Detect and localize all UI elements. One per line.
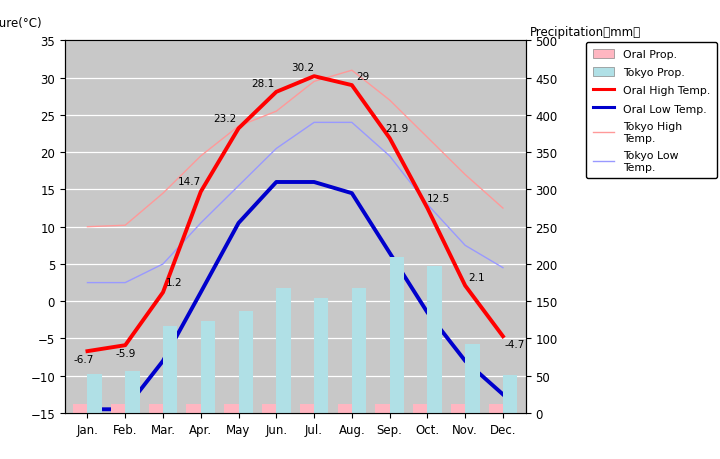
Bar bbox=[489, 404, 503, 413]
Text: 29: 29 bbox=[356, 72, 370, 82]
Bar bbox=[262, 404, 276, 413]
Text: 23.2: 23.2 bbox=[214, 114, 237, 123]
Text: 28.1: 28.1 bbox=[251, 78, 275, 89]
Bar bbox=[238, 311, 253, 413]
Legend: Oral Prop., Tokyo Prop., Oral High Temp., Oral Low Temp., Tokyo High
Temp., Toky: Oral Prop., Tokyo Prop., Oral High Temp.… bbox=[586, 43, 717, 179]
Text: -4.7: -4.7 bbox=[504, 340, 524, 350]
Y-axis label: Temperature(°C): Temperature(°C) bbox=[0, 17, 42, 30]
Bar bbox=[125, 371, 140, 413]
Bar bbox=[276, 288, 291, 413]
Text: -5.9: -5.9 bbox=[115, 348, 135, 358]
Bar bbox=[87, 375, 102, 413]
Text: 1.2: 1.2 bbox=[166, 277, 183, 287]
Text: 21.9: 21.9 bbox=[385, 123, 409, 133]
Bar bbox=[163, 326, 177, 413]
Bar bbox=[314, 299, 328, 413]
Bar bbox=[428, 267, 442, 413]
Bar bbox=[390, 257, 404, 413]
Text: 30.2: 30.2 bbox=[291, 63, 315, 73]
Bar bbox=[111, 404, 125, 413]
Y-axis label: Precipitation（mm）: Precipitation（mm） bbox=[530, 27, 642, 39]
Bar bbox=[451, 404, 465, 413]
Bar bbox=[148, 404, 163, 413]
Text: 14.7: 14.7 bbox=[178, 177, 201, 187]
Bar bbox=[413, 404, 428, 413]
Bar bbox=[224, 404, 238, 413]
Text: 2.1: 2.1 bbox=[468, 272, 485, 282]
Bar bbox=[375, 404, 390, 413]
Bar bbox=[503, 375, 517, 413]
Bar bbox=[201, 321, 215, 413]
Bar bbox=[465, 344, 480, 413]
Bar bbox=[73, 404, 87, 413]
Text: 12.5: 12.5 bbox=[427, 193, 450, 203]
Bar bbox=[300, 404, 314, 413]
Bar bbox=[186, 404, 201, 413]
Text: -6.7: -6.7 bbox=[73, 354, 94, 364]
Bar bbox=[352, 288, 366, 413]
Bar bbox=[338, 404, 352, 413]
